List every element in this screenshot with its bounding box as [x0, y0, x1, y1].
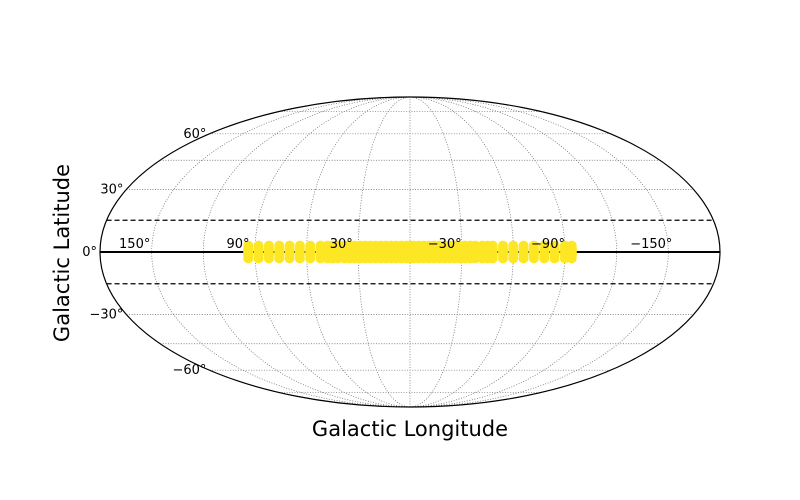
data-point [528, 253, 539, 264]
graticule [126, 96, 694, 408]
longitude-tick-labels: 150° 90° 30° −30° −90° −150° [119, 237, 672, 252]
longitude-tick-label: 150° [119, 237, 150, 252]
data-point [263, 253, 274, 264]
data-point [549, 253, 560, 264]
data-point [497, 253, 508, 264]
longitude-tick-label: −30° [428, 237, 462, 252]
meridian-line [409, 96, 514, 408]
data-point [539, 253, 550, 264]
map-boundary [99, 96, 721, 408]
meridian-line [306, 96, 411, 408]
latitude-tick-labels: 60° 30° 0° −30° −60° [82, 127, 206, 378]
data-point [518, 253, 529, 264]
data-point [274, 253, 285, 264]
latitude-tick-label: 30° [100, 182, 123, 197]
data-point [253, 253, 264, 264]
meridian-line [254, 96, 411, 408]
meridian-line [151, 96, 411, 408]
data-point [243, 253, 254, 264]
longitude-tick-label: −150° [630, 237, 672, 252]
data-point [284, 253, 295, 264]
latitude-tick-label: 60° [183, 127, 206, 142]
latitude-tick-label: 0° [82, 245, 97, 260]
data-point [294, 253, 305, 264]
longitude-tick-label: 90° [226, 237, 249, 252]
meridian-line [409, 96, 618, 408]
data-point [508, 253, 519, 264]
x-axis-title: Galactic Longitude [312, 417, 508, 441]
longitude-tick-label: −90° [531, 237, 565, 252]
latitude-tick-label: −30° [89, 308, 123, 323]
data-point [487, 253, 498, 264]
meridian-line [409, 96, 669, 408]
meridian-line [409, 96, 566, 408]
data-points [243, 240, 577, 264]
y-axis-title: Galactic Latitude [50, 164, 74, 342]
meridian-line [202, 96, 411, 408]
longitude-tick-label: 30° [330, 237, 353, 252]
data-point [305, 253, 316, 264]
latitude-tick-label: −60° [172, 363, 206, 378]
data-point [566, 253, 577, 264]
